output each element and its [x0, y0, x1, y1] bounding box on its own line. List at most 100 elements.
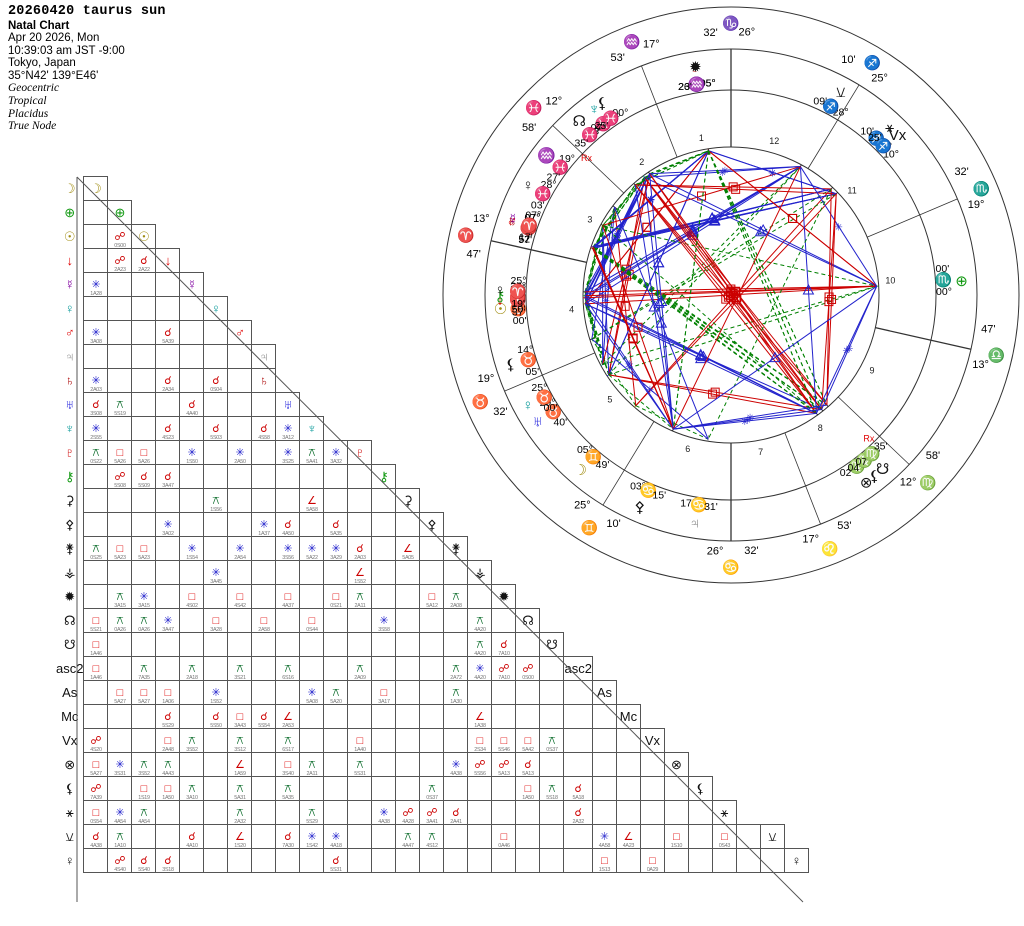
aspect-cell[interactable]	[348, 705, 372, 729]
aspect-cell[interactable]	[228, 633, 252, 657]
aspect-cell[interactable]	[132, 369, 156, 393]
aspect-cell[interactable]	[492, 801, 516, 825]
aspect-cell[interactable]	[132, 321, 156, 345]
aspect-cell[interactable]: ✳3S58	[372, 609, 396, 633]
aspect-cell[interactable]: □0A46	[492, 825, 516, 849]
aspect-cell[interactable]: □3A28	[204, 609, 228, 633]
aspect-cell[interactable]	[516, 705, 540, 729]
aspect-cell[interactable]	[324, 465, 348, 489]
aspect-cell[interactable]	[180, 633, 204, 657]
aspect-cell[interactable]	[252, 537, 276, 561]
aspect-cell[interactable]	[276, 609, 300, 633]
aspect-cell[interactable]	[108, 633, 132, 657]
aspect-cell[interactable]: ☌5A39	[156, 321, 180, 345]
aspect-cell[interactable]: ☌4S58	[252, 417, 276, 441]
aspect-cell[interactable]	[396, 729, 420, 753]
aspect-cell[interactable]: ✳4A20	[468, 657, 492, 681]
aspect-cell[interactable]: ☍5S08	[108, 465, 132, 489]
aspect-cell[interactable]	[492, 777, 516, 801]
aspect-cell[interactable]	[468, 777, 492, 801]
aspect-cell[interactable]	[252, 681, 276, 705]
aspect-cell[interactable]: ☌5S40	[132, 849, 156, 873]
aspect-cell[interactable]: ⚻3S21	[228, 657, 252, 681]
aspect-cell[interactable]: □1A46	[84, 657, 108, 681]
planet-glyph-moon[interactable]: ☽	[574, 462, 587, 479]
aspect-cell[interactable]	[640, 801, 664, 825]
aspect-cell[interactable]	[204, 537, 228, 561]
aspect-cell[interactable]: ✳1S42	[300, 825, 324, 849]
aspect-cell[interactable]	[616, 777, 640, 801]
aspect-cell[interactable]	[180, 753, 204, 777]
aspect-cell[interactable]	[204, 345, 228, 369]
aspect-cell[interactable]	[276, 633, 300, 657]
aspect-cell[interactable]	[84, 297, 108, 321]
aspect-cell[interactable]: ⚻2A72	[444, 657, 468, 681]
aspect-cell[interactable]	[204, 729, 228, 753]
aspect-cell[interactable]	[84, 585, 108, 609]
aspect-cell[interactable]	[156, 801, 180, 825]
aspect-cell[interactable]	[664, 801, 688, 825]
aspect-cell[interactable]: ☌3S08	[84, 393, 108, 417]
aspect-cell[interactable]	[688, 825, 712, 849]
aspect-cell[interactable]	[492, 849, 516, 873]
aspect-cell[interactable]	[228, 561, 252, 585]
aspect-cell[interactable]: ☍4A28	[396, 801, 420, 825]
aspect-cell[interactable]: ☍0S00	[516, 657, 540, 681]
aspect-cell[interactable]: ⚻3S12	[228, 729, 252, 753]
aspect-cell[interactable]: ☌2A41	[444, 801, 468, 825]
aspect-cell[interactable]	[616, 849, 640, 873]
aspect-cell[interactable]	[468, 585, 492, 609]
aspect-cell[interactable]: ∠1S20	[228, 825, 252, 849]
aspect-cell[interactable]: ☌5S09	[132, 465, 156, 489]
aspect-cell[interactable]	[592, 777, 616, 801]
aspect-cell[interactable]: ☍7A39	[84, 777, 108, 801]
aspect-cell[interactable]	[444, 849, 468, 873]
aspect-cell[interactable]	[396, 657, 420, 681]
aspect-cell[interactable]: ☌2A32	[564, 801, 592, 825]
aspect-cell[interactable]: ⚻4A20	[468, 609, 492, 633]
aspect-cell[interactable]: ☍7A10	[492, 657, 516, 681]
aspect-cell[interactable]: □1A50	[516, 777, 540, 801]
aspect-cell[interactable]	[84, 513, 108, 537]
aspect-cell[interactable]	[564, 753, 592, 777]
aspect-cell[interactable]	[252, 825, 276, 849]
aspect-cell[interactable]	[324, 561, 348, 585]
aspect-cell[interactable]	[180, 465, 204, 489]
aspect-cell[interactable]	[156, 633, 180, 657]
aspect-cell[interactable]: ✳4A54	[108, 801, 132, 825]
aspect-cell[interactable]	[348, 681, 372, 705]
aspect-cell[interactable]	[688, 801, 712, 825]
aspect-cell[interactable]: □2S34	[468, 729, 492, 753]
aspect-cell[interactable]: ☌3A47	[156, 465, 180, 489]
aspect-cell[interactable]	[372, 849, 396, 873]
aspect-cell[interactable]	[348, 609, 372, 633]
aspect-cell[interactable]	[736, 825, 760, 849]
aspect-cell[interactable]	[204, 825, 228, 849]
aspect-cell[interactable]: □5A26	[108, 441, 132, 465]
aspect-cell[interactable]	[468, 825, 492, 849]
aspect-cell[interactable]: □1A50	[156, 777, 180, 801]
aspect-cell[interactable]	[204, 393, 228, 417]
aspect-cell[interactable]	[348, 801, 372, 825]
aspect-cell[interactable]: ✳1S54	[180, 537, 204, 561]
aspect-cell[interactable]: ∠1S52	[348, 561, 372, 585]
aspect-cell[interactable]: ☌7A30	[276, 825, 300, 849]
aspect-cell[interactable]	[420, 753, 444, 777]
planet-glyph-earth[interactable]: ⊕	[955, 273, 968, 290]
aspect-cell[interactable]	[228, 369, 252, 393]
aspect-cell[interactable]	[108, 369, 132, 393]
aspect-cell[interactable]	[84, 465, 108, 489]
aspect-cell[interactable]	[228, 393, 252, 417]
aspect-cell[interactable]: □2A48	[156, 729, 180, 753]
planet-glyph-eris[interactable]: ✹	[689, 59, 702, 76]
aspect-cell[interactable]: □0S43	[712, 825, 736, 849]
aspect-cell[interactable]	[228, 417, 252, 441]
aspect-cell[interactable]: ⚻3S52	[180, 729, 204, 753]
aspect-cell[interactable]	[348, 633, 372, 657]
aspect-cell[interactable]: ✳3A12	[276, 417, 300, 441]
aspect-cell[interactable]: □0S54	[84, 801, 108, 825]
aspect-cell[interactable]: ☌2A34	[156, 369, 180, 393]
aspect-cell[interactable]: ⚻0A26	[132, 609, 156, 633]
aspect-cell[interactable]	[132, 489, 156, 513]
aspect-cell[interactable]	[348, 513, 372, 537]
